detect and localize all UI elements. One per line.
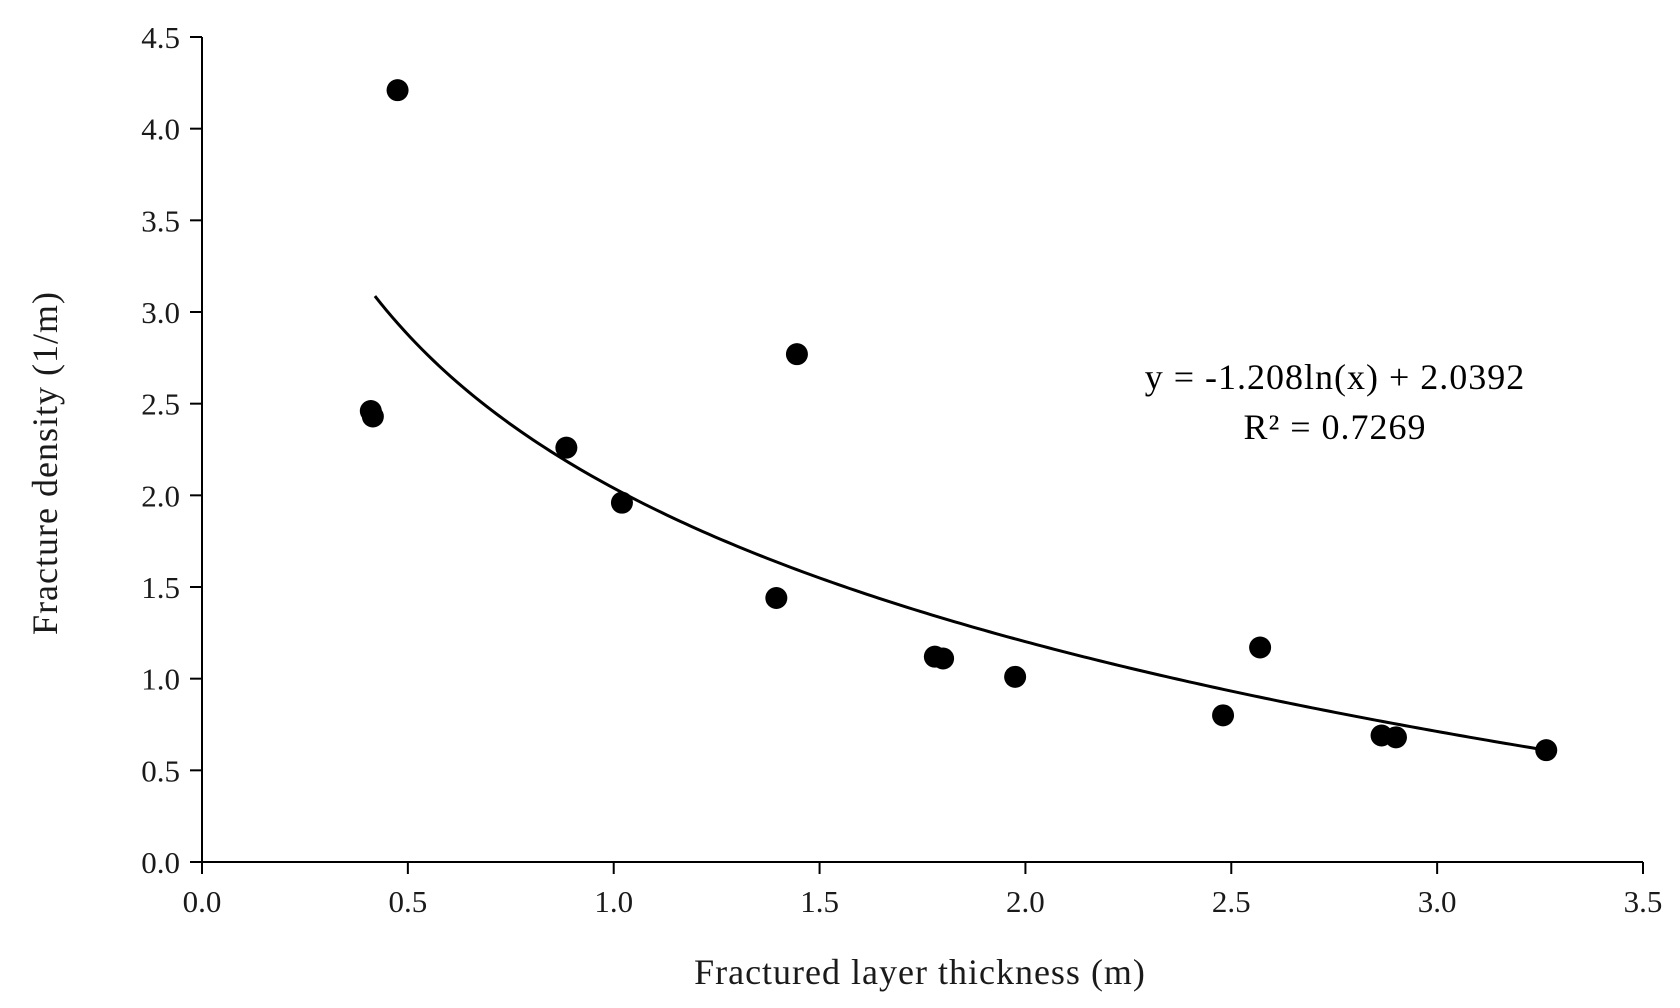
- x-tick-label: 2.0: [1006, 884, 1045, 919]
- y-axis-label: Fracture density (1/m): [25, 291, 65, 635]
- y-tick-label: 0.5: [141, 753, 180, 788]
- x-tick-label: 1.5: [800, 884, 839, 919]
- x-tick-label: 0.0: [183, 884, 222, 919]
- x-axis-label: Fractured layer thickness (m): [694, 952, 1146, 992]
- y-tick-label: 2.0: [141, 478, 180, 513]
- trendline: [373, 295, 1547, 752]
- y-tick-label: 1.0: [141, 662, 180, 697]
- r-squared-label: R² = 0.7269: [1243, 407, 1426, 447]
- x-tick-label: 1.0: [594, 884, 633, 919]
- data-point: [765, 587, 788, 609]
- y-tick-label: 1.5: [141, 570, 180, 605]
- y-tick-label: 3.0: [141, 295, 180, 330]
- data-point: [386, 79, 409, 102]
- y-tick-label: 3.5: [141, 203, 180, 238]
- data-point: [1249, 636, 1272, 659]
- x-tick-label: 3.5: [1624, 884, 1663, 919]
- y-tick-label: 4.5: [141, 20, 180, 55]
- data-point: [1212, 704, 1235, 727]
- y-tick-label: 4.0: [141, 112, 180, 147]
- x-tick-label: 3.0: [1418, 884, 1457, 919]
- y-tick-label: 0.0: [141, 845, 180, 880]
- data-point: [1535, 739, 1558, 762]
- y-tick-label: 2.5: [141, 387, 180, 422]
- data-point: [610, 491, 633, 514]
- x-axis-ticks: 0.0 0.5 1.0 1.5 2.0 2.5 3.0 3.5: [183, 862, 1663, 919]
- data-point: [785, 343, 808, 366]
- data-point: [1384, 726, 1407, 749]
- axes: [201, 37, 1643, 863]
- x-tick-label: 0.5: [388, 884, 427, 919]
- data-point: [555, 436, 578, 459]
- data-point: [361, 405, 384, 428]
- data-point: [1004, 665, 1027, 688]
- trendline-equation: y = -1.208ln(x) + 2.0392: [1145, 357, 1526, 397]
- y-axis-ticks: 0.0 0.5 1.0 1.5 2.0 2.5 3.0 3.5 4.0 4.5: [141, 20, 202, 880]
- x-tick-label: 2.5: [1212, 884, 1251, 919]
- data-point: [932, 647, 955, 670]
- data-points: [359, 79, 1558, 762]
